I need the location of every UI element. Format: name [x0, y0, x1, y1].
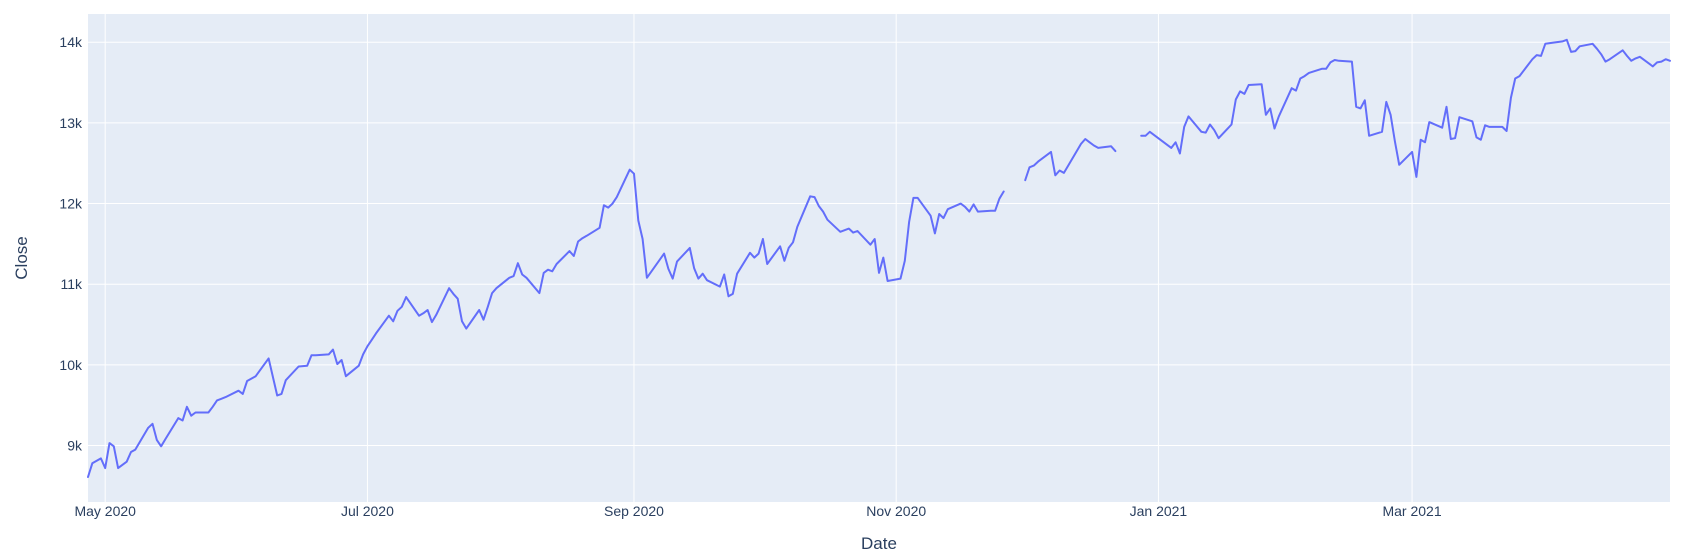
y-tick-label: 14k	[59, 34, 83, 50]
y-gridlines	[88, 41, 1670, 447]
x-tick-labels: May 2020 Jul 2020 Sep 2020 Nov 2020 Jan 2021…	[74, 503, 1441, 519]
x-gridlines	[104, 14, 1413, 502]
x-tick-label: Jul 2020	[341, 503, 394, 519]
y-tick-label: 13k	[59, 115, 83, 131]
y-tick-label: 12k	[59, 196, 83, 212]
y-axis-title: Close	[12, 236, 31, 279]
x-tick-label: Mar 2021	[1382, 503, 1441, 519]
x-tick-label: Jan 2021	[1130, 503, 1188, 519]
x-axis-title: Date	[861, 534, 897, 553]
y-tick-label: 11k	[60, 276, 83, 292]
x-tick-label: Nov 2020	[866, 503, 926, 519]
plot-area	[88, 14, 1670, 502]
series-close	[87, 38, 1671, 478]
y-tick-labels: 9k 10k 11k 12k 13k 14k	[59, 34, 83, 453]
series-line-segment	[87, 168, 1005, 478]
series-line-segment	[1140, 38, 1671, 178]
series-line-segment	[1024, 138, 1117, 182]
y-tick-label: 10k	[59, 357, 83, 373]
x-tick-label: Sep 2020	[604, 503, 664, 519]
x-tick-label: May 2020	[74, 503, 136, 519]
y-tick-label: 9k	[67, 438, 83, 454]
